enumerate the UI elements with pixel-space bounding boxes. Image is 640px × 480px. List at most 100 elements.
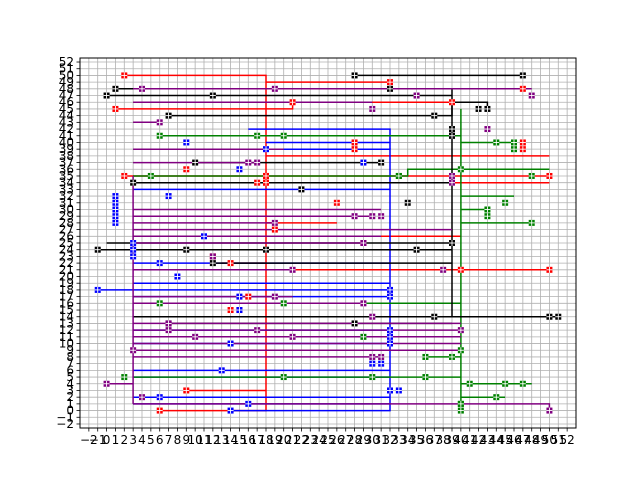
y-tick-label: 31 xyxy=(59,196,74,210)
y-tick-label: 24 xyxy=(59,243,74,257)
red-data-point xyxy=(183,166,190,173)
green-data-point xyxy=(457,166,464,173)
purple-data-point xyxy=(484,126,491,133)
x-tick-label: −2 xyxy=(80,433,98,447)
purple-data-point xyxy=(378,213,385,220)
green-series-line xyxy=(133,168,461,177)
red-data-point xyxy=(546,266,553,273)
y-tick-label: 19 xyxy=(59,276,74,290)
purple-data-point xyxy=(528,92,535,99)
purple-data-point xyxy=(378,353,385,360)
purple-data-point xyxy=(139,394,145,401)
y-tick-label: 28 xyxy=(59,216,74,230)
y-tick-label: 2 xyxy=(66,390,74,404)
y-tick-label: 5 xyxy=(66,370,74,384)
x-tick-label: 16 xyxy=(241,433,256,447)
red-data-point xyxy=(449,99,455,106)
blue-data-point xyxy=(387,340,393,347)
black-data-point xyxy=(484,105,491,112)
x-tick-label: 9 xyxy=(182,433,190,447)
purple-data-point xyxy=(413,92,420,99)
black-data-point xyxy=(404,199,411,206)
blue-data-point xyxy=(387,327,393,334)
purple-data-point xyxy=(165,320,172,327)
purple-data-point xyxy=(351,213,358,220)
green-data-point xyxy=(280,300,287,307)
x-tick-label: 38 xyxy=(436,433,451,447)
y-tick-label: 25 xyxy=(59,236,74,250)
purple-data-point xyxy=(245,159,252,166)
blue-data-point xyxy=(245,400,252,407)
purple-data-point xyxy=(139,85,145,92)
x-tick-label: 49 xyxy=(533,433,548,447)
x-tick-label: 26 xyxy=(329,433,344,447)
red-data-point xyxy=(519,85,526,92)
y-tick-label: 8 xyxy=(66,350,74,364)
black-data-point xyxy=(112,85,119,92)
black-data-point xyxy=(94,246,101,253)
blue-series-line xyxy=(248,128,391,150)
y-tick-label: 26 xyxy=(59,229,74,243)
y-tick-label: 14 xyxy=(59,310,74,324)
black-data-point xyxy=(449,126,455,133)
y-tick-label: 4 xyxy=(66,377,74,391)
blue-data-point xyxy=(183,139,190,146)
y-tick-label: 35 xyxy=(59,169,74,183)
blue-data-point xyxy=(112,213,119,220)
blue-data-point xyxy=(174,273,181,280)
x-tick-label: 31 xyxy=(374,433,389,447)
y-tick-label: 39 xyxy=(59,142,74,156)
y-tick-label: 51 xyxy=(59,62,74,76)
y-tick-label: 42 xyxy=(59,122,74,136)
y-tick-label: 11 xyxy=(59,330,74,344)
y-tick-label: 6 xyxy=(66,363,74,377)
x-tick-label: 41 xyxy=(462,433,477,447)
x-tick-label: −1 xyxy=(89,433,107,447)
black-data-point xyxy=(378,159,385,166)
x-tick-label: 27 xyxy=(338,433,353,447)
x-tick-label: 10 xyxy=(188,433,203,447)
y-tick-label: 27 xyxy=(59,223,74,237)
green-data-point xyxy=(484,206,491,213)
green-data-point xyxy=(369,374,376,381)
purple-data-point xyxy=(546,407,553,414)
y-tick-label: 36 xyxy=(59,162,74,176)
red-data-point xyxy=(227,307,234,314)
x-tick-label: 40 xyxy=(453,433,468,447)
green-data-point xyxy=(280,374,287,381)
red-data-point xyxy=(546,172,553,179)
x-tick-label: 21 xyxy=(285,433,300,447)
red-data-point xyxy=(271,226,278,233)
purple-data-point xyxy=(271,219,278,226)
black-data-point xyxy=(183,246,190,253)
green-data-point xyxy=(528,172,535,179)
red-data-point xyxy=(263,179,269,186)
red-data-point xyxy=(351,139,358,146)
black-data-point xyxy=(387,85,393,92)
green-data-point xyxy=(395,172,402,179)
x-tick-label: 33 xyxy=(391,433,406,447)
purple-data-point xyxy=(192,333,199,340)
blue-data-point xyxy=(387,387,393,394)
blue-data-point xyxy=(263,146,269,153)
green-data-point xyxy=(493,139,500,146)
x-tick-label: 17 xyxy=(250,433,265,447)
blue-data-point xyxy=(112,219,119,226)
blue-data-point xyxy=(369,360,376,367)
x-tick-label: 25 xyxy=(320,433,335,447)
black-data-point xyxy=(351,72,358,79)
blue-data-point xyxy=(156,394,163,401)
axis-layer: −2−10 1 2 3 4 5 6 7 8 910111213141516171819202122… xyxy=(56,55,574,447)
blue-data-point xyxy=(165,193,172,200)
black-data-point xyxy=(519,72,526,79)
y-tick-label: 41 xyxy=(59,129,74,143)
x-tick-label: 14 xyxy=(223,433,238,447)
x-tick-label: 19 xyxy=(267,433,282,447)
green-data-point xyxy=(511,139,517,146)
blue-data-point xyxy=(387,286,393,293)
red-data-point xyxy=(156,407,163,414)
x-tick-label: 37 xyxy=(427,433,442,447)
x-tick-label: 18 xyxy=(258,433,273,447)
blue-data-point xyxy=(112,193,119,200)
blue-data-point xyxy=(130,240,137,246)
